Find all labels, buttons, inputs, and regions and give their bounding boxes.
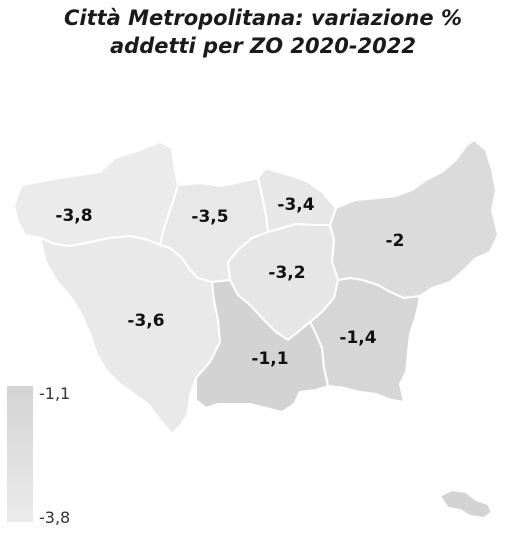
zone-label-3: -2 [386, 231, 405, 251]
zone-area-exclave [439, 489, 493, 519]
zone-label-1: -3,5 [191, 207, 228, 227]
zone-label-7: -1,1 [251, 349, 288, 369]
color-scale-bar [7, 386, 33, 522]
zone-area-7[interactable] [195, 279, 329, 413]
zone-label-0: -3,8 [55, 206, 92, 226]
zone-label-2: -3,4 [277, 195, 314, 215]
legend-min-label: -3,8 [39, 508, 71, 527]
title-line-1: Città Metropolitana: variazione % [63, 6, 462, 30]
title-line-2: addetti per ZO 2020-2022 [109, 34, 416, 58]
zone-label-5: -3,6 [127, 311, 164, 331]
zone-area-3[interactable] [329, 139, 499, 299]
zone-area-0[interactable] [13, 141, 179, 247]
zone-label-6: -1,4 [339, 328, 376, 348]
legend-max-label: -1,1 [39, 384, 71, 403]
zone-label-4: -3,2 [268, 263, 305, 283]
map-title: Città Metropolitana: variazione % addett… [0, 4, 526, 60]
